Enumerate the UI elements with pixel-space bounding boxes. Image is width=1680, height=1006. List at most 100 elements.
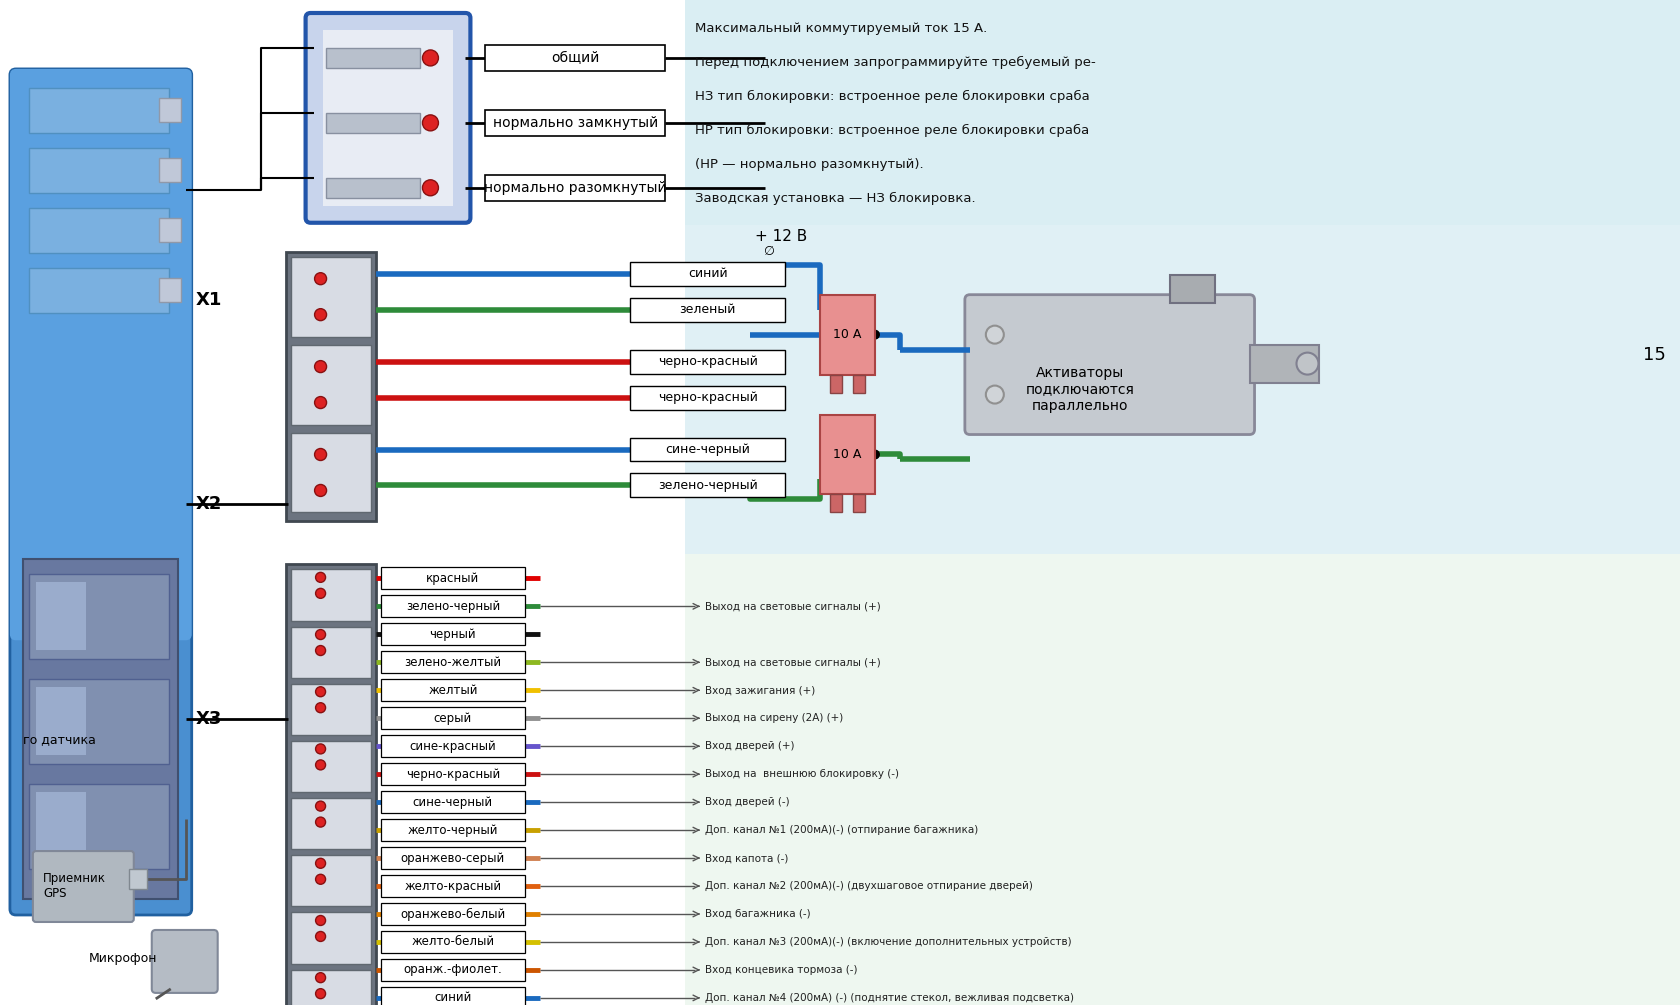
FancyBboxPatch shape xyxy=(964,295,1253,435)
Bar xyxy=(326,48,420,68)
Circle shape xyxy=(316,630,326,640)
Bar xyxy=(380,903,526,925)
FancyBboxPatch shape xyxy=(151,930,217,993)
Bar xyxy=(630,438,785,462)
Circle shape xyxy=(314,309,326,321)
Text: оранжево-серый: оранжево-серый xyxy=(400,851,504,864)
Bar xyxy=(158,158,181,182)
Bar xyxy=(323,30,454,206)
Text: Максимальный коммутируемый ток 15 А.: Максимальный коммутируемый ток 15 А. xyxy=(696,22,986,35)
Bar xyxy=(380,651,526,673)
Text: нормально замкнутый: нормально замкнутый xyxy=(492,116,657,130)
Text: сине-красный: сине-красный xyxy=(410,739,496,752)
Bar xyxy=(29,88,168,133)
Bar xyxy=(158,98,181,122)
Bar xyxy=(129,869,146,889)
Bar xyxy=(380,875,526,897)
Bar xyxy=(326,113,420,133)
Circle shape xyxy=(316,915,326,926)
Bar xyxy=(380,987,526,1006)
Circle shape xyxy=(870,450,879,460)
Text: красный: красный xyxy=(427,571,479,584)
Text: серый: серый xyxy=(433,711,472,724)
Text: (НР — нормально разомкнутый).: (НР — нормально разомкнутый). xyxy=(696,158,924,171)
Text: Выход на  внешнюю блокировку (-): Выход на внешнюю блокировку (-) xyxy=(704,770,899,779)
Bar xyxy=(380,679,526,701)
Text: черный: черный xyxy=(430,628,475,641)
Text: желто-черный: желто-черный xyxy=(408,824,497,837)
Bar xyxy=(29,268,168,313)
Text: 10 А: 10 А xyxy=(832,328,860,341)
Bar xyxy=(380,624,526,645)
Text: 15: 15 xyxy=(1641,346,1665,363)
Circle shape xyxy=(314,485,326,496)
Text: ∅: ∅ xyxy=(763,245,773,259)
Circle shape xyxy=(984,326,1003,344)
Circle shape xyxy=(316,973,326,983)
Circle shape xyxy=(316,703,326,712)
Bar xyxy=(380,959,526,981)
Bar xyxy=(630,298,785,322)
Text: НЗ тип блокировки: встроенное реле блокировки сраба: НЗ тип блокировки: встроенное реле блоки… xyxy=(696,90,1089,103)
Text: Доп. канал №2 (200мА)(-) (двухшаговое отпирание дверей): Доп. канал №2 (200мА)(-) (двухшаговое от… xyxy=(704,881,1033,891)
Text: Доп. канал №3 (200мА)(-) (включение дополнительных устройств): Доп. канал №3 (200мА)(-) (включение допо… xyxy=(704,937,1072,947)
Circle shape xyxy=(316,801,326,811)
Bar xyxy=(291,970,370,1006)
Text: Вход зажигания (+): Вход зажигания (+) xyxy=(704,685,815,695)
Bar xyxy=(685,0,1678,224)
FancyBboxPatch shape xyxy=(306,13,470,222)
Circle shape xyxy=(316,589,326,599)
Text: синий: синий xyxy=(687,268,727,281)
Circle shape xyxy=(316,858,326,868)
Text: зелено-желтый: зелено-желтый xyxy=(405,656,501,669)
Bar xyxy=(380,735,526,758)
Text: X1: X1 xyxy=(195,291,222,309)
Text: черно-красный: черно-красный xyxy=(657,355,758,368)
Circle shape xyxy=(316,572,326,582)
Circle shape xyxy=(316,760,326,770)
Bar xyxy=(291,433,370,512)
Bar xyxy=(24,559,178,899)
Bar xyxy=(630,350,785,373)
Text: X2: X2 xyxy=(195,495,222,513)
Text: желтый: желтый xyxy=(428,684,477,697)
Text: желто-красный: желто-красный xyxy=(405,879,501,892)
Circle shape xyxy=(316,687,326,697)
Bar xyxy=(630,385,785,409)
Text: X3: X3 xyxy=(195,710,222,728)
Bar xyxy=(291,912,370,964)
Bar xyxy=(852,495,865,512)
Bar xyxy=(380,596,526,618)
Circle shape xyxy=(314,273,326,285)
Bar xyxy=(29,679,168,765)
Text: черно-красный: черно-красный xyxy=(657,391,758,404)
Circle shape xyxy=(422,115,438,131)
Text: Вход дверей (-): Вход дверей (-) xyxy=(704,797,790,807)
Text: синий: синий xyxy=(433,991,472,1004)
Circle shape xyxy=(316,817,326,827)
Bar xyxy=(820,295,875,374)
Text: черно-красный: черно-красный xyxy=(405,768,499,781)
Bar xyxy=(486,175,665,201)
Circle shape xyxy=(316,743,326,753)
Text: оранжево-белый: оранжево-белый xyxy=(400,907,506,920)
Bar xyxy=(685,554,1678,1005)
Bar xyxy=(820,414,875,495)
Circle shape xyxy=(314,396,326,408)
FancyBboxPatch shape xyxy=(10,69,192,640)
Bar xyxy=(291,257,370,337)
Text: Вход багажника (-): Вход багажника (-) xyxy=(704,909,810,919)
Bar xyxy=(158,278,181,302)
Bar xyxy=(29,574,168,659)
Text: Активаторы
подключаются
параллельно: Активаторы подключаются параллельно xyxy=(1025,366,1134,412)
Text: зелено-черный: зелено-черный xyxy=(405,600,499,613)
Text: 10 А: 10 А xyxy=(832,448,860,461)
Bar xyxy=(830,374,842,392)
Bar xyxy=(380,764,526,785)
Bar xyxy=(291,627,370,678)
Circle shape xyxy=(314,449,326,461)
Bar xyxy=(29,148,168,193)
Bar xyxy=(380,567,526,590)
Text: Доп. канал №4 (200мА) (-) (поднятие стекол, вежливая подсветка): Доп. канал №4 (200мА) (-) (поднятие стек… xyxy=(704,993,1074,1003)
Bar xyxy=(685,224,1678,554)
